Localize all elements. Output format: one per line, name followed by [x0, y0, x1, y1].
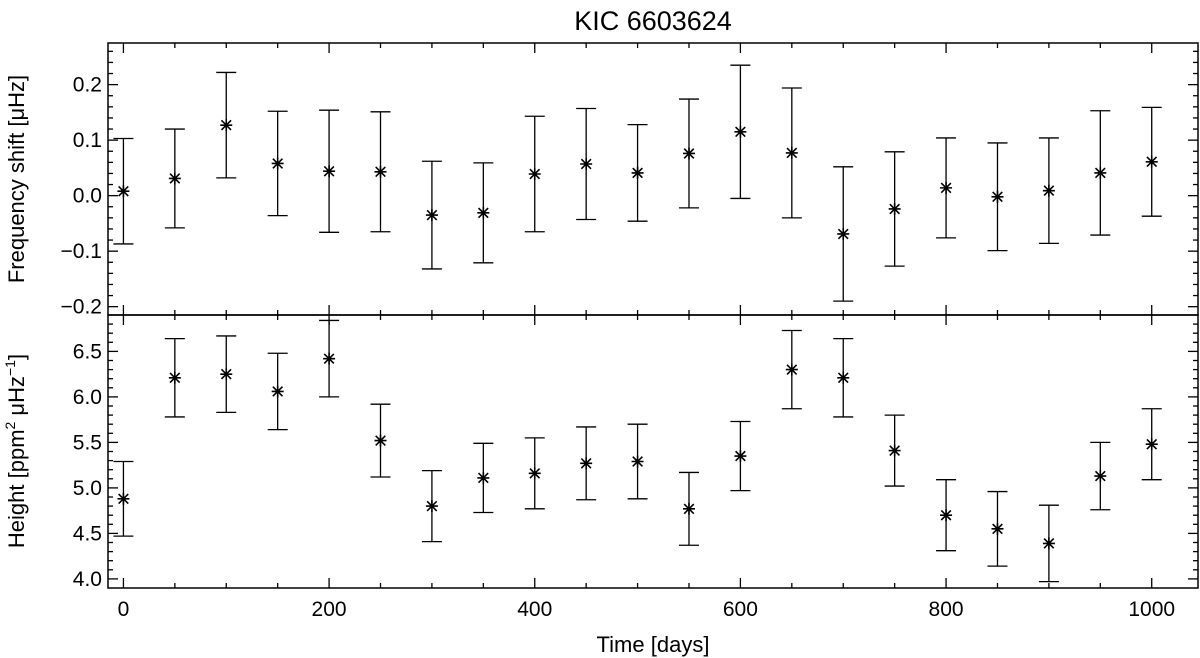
bottom-ylabel-part-2: μHz — [4, 376, 29, 422]
data-point-p0-2 — [220, 119, 233, 132]
y-tick-label-p1-1: 6.0 — [73, 386, 102, 409]
top-y-axis-label: Frequency shift [μHz] — [4, 75, 29, 283]
data-point-p1-14 — [837, 371, 850, 384]
data-point-p1-15 — [888, 444, 901, 457]
data-point-p0-19 — [1094, 166, 1107, 179]
x-tick-label-3: 600 — [723, 598, 758, 621]
data-point-p1-3 — [271, 385, 284, 398]
data-point-p0-7 — [477, 206, 490, 219]
data-point-p1-11 — [682, 502, 695, 515]
x-tick-label-1: 200 — [312, 598, 347, 621]
data-point-p1-9 — [580, 457, 593, 470]
data-point-p0-3 — [271, 157, 284, 170]
data-point-p1-13 — [785, 363, 798, 376]
bottom-y-axis-label: Height [ppm2 μHz−1] — [2, 354, 29, 548]
data-point-p0-20 — [1145, 155, 1158, 168]
data-point-p1-1 — [168, 371, 181, 384]
data-point-p0-8 — [528, 168, 541, 181]
y-tick-label-p0-4: −0.2 — [61, 296, 102, 319]
top-panel-frame — [107, 42, 1199, 316]
data-point-p0-14 — [837, 227, 850, 240]
bottom-ylabel-part-1: 2 — [2, 421, 18, 429]
data-point-p1-6 — [425, 500, 438, 513]
bottom-panel-frame — [107, 314, 1199, 589]
y-tick-label-p1-5: 4.0 — [73, 568, 102, 591]
data-point-p0-17 — [991, 190, 1004, 203]
data-point-p1-20 — [1145, 438, 1158, 451]
y-tick-label-p0-3: −0.1 — [61, 240, 102, 263]
data-point-p1-7 — [477, 471, 490, 484]
x-tick-label-5: 1000 — [1128, 598, 1175, 621]
data-point-p1-10 — [631, 455, 644, 468]
data-point-p0-11 — [682, 147, 695, 160]
data-point-p0-4 — [323, 165, 336, 178]
bottom-ylabel-part-4: ] — [4, 354, 29, 360]
x-tick-label-4: 800 — [929, 598, 964, 621]
x-axis-label: Time [days] — [597, 632, 710, 657]
data-point-p0-10 — [631, 166, 644, 179]
data-point-p0-0 — [117, 185, 130, 198]
data-point-p1-17 — [991, 522, 1004, 535]
data-point-p1-12 — [734, 450, 747, 463]
data-point-p1-4 — [323, 352, 336, 365]
chart-title: KIC 6603624 — [574, 6, 732, 36]
data-point-p0-6 — [425, 209, 438, 222]
data-point-p0-15 — [888, 202, 901, 215]
x-tick-label-2: 400 — [517, 598, 552, 621]
data-point-p1-8 — [528, 467, 541, 480]
data-point-p1-5 — [374, 434, 387, 447]
y-tick-label-p1-0: 6.5 — [73, 340, 102, 363]
data-point-p1-2 — [220, 368, 233, 381]
y-tick-label-p1-2: 5.5 — [73, 431, 102, 454]
data-point-p1-19 — [1094, 470, 1107, 483]
y-tick-label-p1-3: 5.0 — [73, 477, 102, 500]
data-point-p0-5 — [374, 165, 387, 178]
data-point-p1-0 — [117, 492, 130, 505]
data-point-p0-18 — [1042, 184, 1055, 197]
chart-marks: 0 200 400 600 800 1000 0.2 0.1 0.0 −0.1 −0.2 6.5 6.0… — [61, 43, 1198, 621]
bottom-ylabel-part-0: Height [ppm — [4, 429, 29, 548]
bottom-ylabel-part-3: −1 — [2, 360, 18, 376]
y-tick-label-p1-4: 4.5 — [73, 522, 102, 545]
data-point-p1-16 — [940, 509, 953, 522]
data-point-p1-18 — [1042, 537, 1055, 550]
y-tick-label-p0-0: 0.2 — [73, 74, 102, 97]
data-point-p0-1 — [168, 172, 181, 185]
data-point-p0-16 — [940, 181, 953, 194]
y-tick-label-p0-2: 0.0 — [73, 185, 102, 208]
x-tick-label-0: 0 — [118, 598, 130, 621]
data-point-p0-12 — [734, 125, 747, 138]
data-point-p0-13 — [785, 146, 798, 159]
data-point-p0-9 — [580, 158, 593, 171]
y-tick-label-p0-1: 0.1 — [73, 129, 102, 152]
